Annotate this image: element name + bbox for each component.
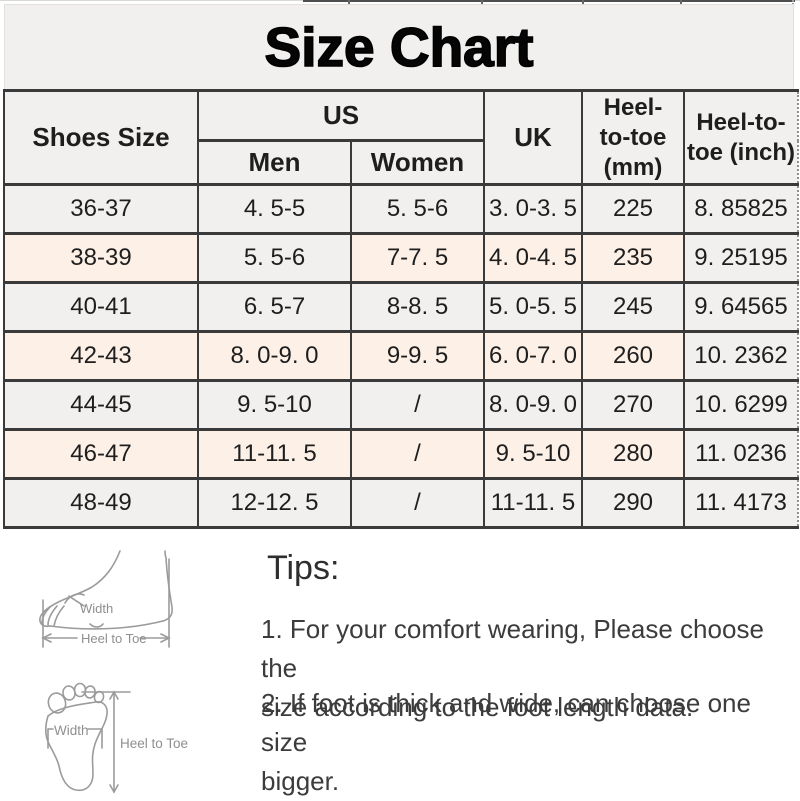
cell-us-women: 7-7. 5 [350, 232, 485, 284]
header-shoes-size: Shoes Size [3, 89, 199, 186]
foot-outline [39, 550, 121, 628]
cell-us-women: 9-9. 5 [350, 330, 485, 382]
page-title: Size Chart [264, 15, 535, 79]
cell-us-women: 8-8. 5 [350, 281, 485, 333]
heel-outline [162, 550, 173, 622]
cell-size: 48-49 [3, 477, 199, 529]
header-heel-to-toe-inch: Heel-to- toe (inch) [683, 89, 799, 186]
cell-uk: 3. 0-3. 5 [483, 183, 583, 235]
cell-heel-mm: 270 [581, 379, 685, 431]
header-us: US [197, 89, 485, 142]
width-label: Width [54, 723, 89, 738]
cell-uk: 5. 0-5. 5 [483, 281, 583, 333]
header-uk: UK [483, 89, 583, 186]
toe-crease [41, 606, 51, 624]
cell-heel-mm: 290 [581, 477, 685, 529]
cell-us-women: / [350, 428, 485, 480]
tip-item-2: 2. If foot is thick and wide, can choose… [261, 688, 751, 796]
header-row-1: Shoes Size US UK Heel- to-toe (mm) Heel-… [3, 89, 799, 186]
cell-heel-inch: 10. 6299 [683, 379, 799, 431]
cell-size: 40-41 [3, 281, 199, 333]
cell-size: 36-37 [3, 183, 199, 235]
top-border-remnant [303, 0, 795, 2]
cell-heel-mm: 245 [581, 281, 685, 333]
cell-size: 38-39 [3, 232, 199, 284]
tips-heading: Tips: [267, 549, 340, 587]
footprint-diagram: Width Heel to Toe [45, 682, 188, 794]
cell-size: 46-47 [3, 428, 199, 480]
cell-us-men: 12-12. 5 [197, 477, 352, 529]
column-tick [348, 0, 350, 5]
sole-line [49, 620, 164, 630]
table-row: 40-41 6. 5-7 8-8. 5 5. 0-5. 5 245 9. 645… [3, 281, 799, 333]
arrowhead-down [109, 784, 119, 794]
arrowhead-right [160, 633, 171, 643]
cell-heel-mm: 280 [581, 428, 685, 480]
table-body: 36-37 4. 5-5 5. 5-6 3. 0-3. 5 225 8. 858… [3, 183, 799, 529]
toe-crease [47, 605, 58, 626]
size-chart-table: Shoes Size US UK Heel- to-toe (mm) Heel-… [3, 89, 799, 529]
cell-heel-inch: 8. 85825 [683, 183, 799, 235]
title-bar: Size Chart [4, 4, 794, 90]
table-row: 44-45 9. 5-10 / 8. 0-9. 0 270 10. 6299 [3, 379, 799, 431]
header-row-2: Men Women [4, 139, 798, 186]
side-foot-diagram: Width Heel to Toe [39, 550, 173, 648]
big-toe [47, 692, 67, 714]
cell-heel-mm: 235 [581, 232, 685, 284]
header-us-women: Women [350, 139, 485, 186]
cell-uk: 6. 0-7. 0 [483, 330, 583, 382]
cell-uk: 9. 5-10 [483, 428, 583, 480]
table-row: 38-39 5. 5-6 7-7. 5 4. 0-4. 5 235 9. 251… [3, 232, 799, 284]
column-tick [680, 0, 682, 5]
cell-uk: 8. 0-9. 0 [483, 379, 583, 431]
cell-size: 42-43 [3, 330, 199, 382]
cell-heel-inch: 9. 25195 [683, 232, 799, 284]
table-row: 36-37 4. 5-5 5. 5-6 3. 0-3. 5 225 8. 858… [3, 183, 799, 235]
tip-item-1: 1. For your comfort wearing, Please choo… [261, 614, 764, 722]
cell-heel-inch: 9. 64565 [683, 281, 799, 333]
cell-us-women: 5. 5-6 [350, 183, 485, 235]
cell-us-men: 6. 5-7 [197, 281, 352, 333]
cell-heel-inch: 11. 4173 [683, 477, 799, 529]
table-row: 42-43 8. 0-9. 0 9-9. 5 6. 0-7. 0 260 10.… [3, 330, 799, 382]
cell-us-women: / [350, 379, 485, 431]
cell-heel-mm: 260 [581, 330, 685, 382]
table-header: Shoes Size US UK Heel- to-toe (mm) Heel-… [3, 89, 799, 186]
cell-uk: 4. 0-4. 5 [483, 232, 583, 284]
width-label: Width [80, 601, 113, 616]
header-us-men: Men [197, 139, 352, 186]
width-girth-mark [64, 593, 85, 604]
heel-to-toe-label: Heel to Toe [81, 631, 147, 646]
cell-size: 44-45 [3, 379, 199, 431]
column-tick [582, 0, 584, 5]
sole-outline [45, 701, 108, 792]
table-row: 48-49 12-12. 5 / 11-11. 5 290 11. 4173 [3, 477, 799, 529]
cell-uk: 11-11. 5 [483, 477, 583, 529]
cell-heel-mm: 225 [581, 183, 685, 235]
cell-heel-inch: 10. 2362 [683, 330, 799, 382]
toe [84, 685, 96, 699]
cell-heel-inch: 11. 0236 [683, 428, 799, 480]
toe-crease [53, 605, 65, 627]
width-leader-line [68, 595, 85, 607]
cell-us-men: 8. 0-9. 0 [197, 330, 352, 382]
table-row: 46-47 11-11. 5 / 9. 5-10 280 11. 0236 [3, 428, 799, 480]
cell-us-women: / [350, 477, 485, 529]
cell-us-men: 11-11. 5 [197, 428, 352, 480]
cell-us-men: 5. 5-6 [197, 232, 352, 284]
arrowhead-left [41, 633, 52, 643]
cell-us-men: 4. 5-5 [197, 183, 352, 235]
cell-us-men: 9. 5-10 [197, 379, 352, 431]
ball-crease [89, 623, 104, 628]
column-tick [481, 0, 483, 5]
arrowhead-up [109, 690, 119, 700]
toe [73, 682, 87, 698]
heel-to-toe-label: Heel to Toe [120, 736, 188, 751]
header-heel-to-toe-mm: Heel- to-toe (mm) [581, 89, 685, 186]
